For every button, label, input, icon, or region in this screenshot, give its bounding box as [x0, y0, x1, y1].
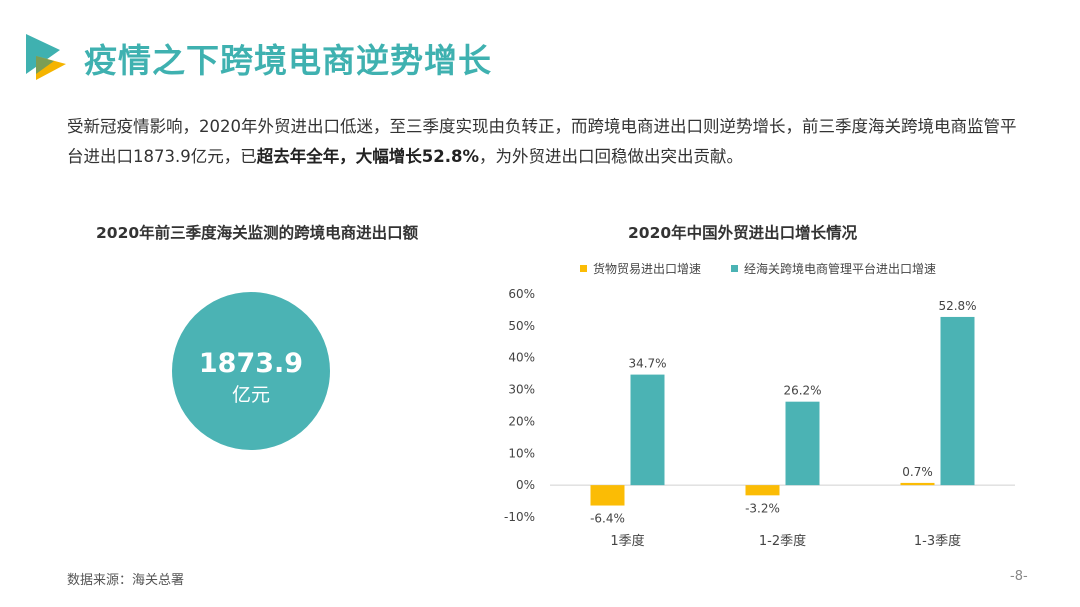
legend-label: 经海关跨境电商管理平台进出口增速: [744, 261, 936, 276]
data-label: -6.4%: [590, 512, 625, 526]
page-title: 疫情之下跨境电商逆势增长: [84, 41, 492, 80]
data-label: 26.2%: [783, 384, 821, 398]
legend-label: 货物贸易进出口增速: [593, 261, 701, 276]
page-number: -8-: [1010, 569, 1028, 584]
bar: [745, 485, 780, 496]
y-tick-label: 0%: [516, 478, 535, 492]
bar: [590, 485, 625, 506]
y-tick-label: 40%: [508, 351, 535, 365]
y-tick-label: 60%: [508, 287, 535, 301]
legend-swatch: [580, 265, 587, 272]
y-tick-label: 50%: [508, 319, 535, 333]
x-tick-label: 1-3季度: [914, 533, 961, 549]
x-tick-label: 1季度: [610, 533, 644, 549]
bar: [900, 482, 935, 486]
legend-swatch: [731, 265, 738, 272]
data-label: -3.2%: [745, 501, 780, 515]
source-note: 数据来源：海关总署: [67, 573, 185, 588]
bar: [785, 401, 820, 486]
value-number: 1873.9: [198, 348, 304, 379]
intro-text-1: 受新冠疫情影响，2020年外贸进出口低迷，至三季度实现由负转正，而跨境电商进出口…: [67, 117, 1017, 166]
intro-paragraph: 受新冠疫情影响，2020年外贸进出口低迷，至三季度实现由负转正，而跨境电商进出口…: [67, 112, 1027, 172]
value-unit: 亿元: [231, 384, 270, 406]
data-label: 52.8%: [938, 299, 976, 313]
data-label: 0.7%: [902, 465, 933, 479]
intro-text-2: ，为外贸进出口回稳做出突出贡献。: [478, 147, 743, 166]
bar: [630, 374, 665, 486]
y-tick-label: 30%: [508, 383, 535, 397]
bar: [940, 316, 975, 486]
data-label: 34.7%: [628, 357, 666, 371]
bar-chart: 货物贸易进出口增速 经海关跨境电商管理平台进出口增速 -10% 0% 10% 20% 30%…: [504, 261, 1015, 549]
intro-highlight: 超去年全年，大幅增长52.8%: [256, 147, 479, 166]
value-circle: 1873.9 亿元: [172, 292, 330, 450]
y-tick-label: -10%: [504, 510, 535, 524]
left-panel-title: 2020年前三季度海关监测的跨境电商进出口额: [96, 224, 419, 242]
chart-title: 2020年中国外贸进出口增长情况: [628, 224, 858, 242]
logo-icon: [26, 34, 66, 80]
x-tick-label: 1-2季度: [759, 533, 806, 549]
y-tick-label: 20%: [508, 414, 535, 428]
y-tick-label: 10%: [508, 446, 535, 460]
